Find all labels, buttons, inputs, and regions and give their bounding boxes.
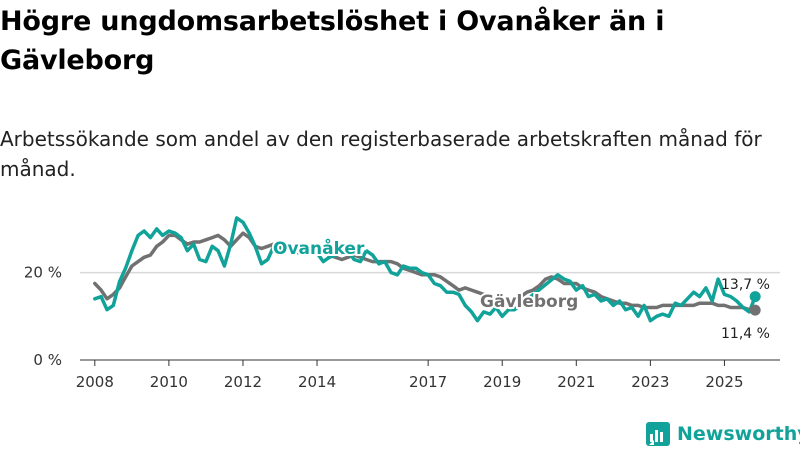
endpoint-gavleborg [749,304,761,316]
y-axis-labels: 0 % 20 % [24,264,62,369]
series-label-ovanaker: Ovanåker [273,237,365,259]
y-tick-label-0: 0 % [33,351,62,369]
x-tick-label-2025: 2025 [705,373,743,391]
x-tick-label-2021: 2021 [557,373,595,391]
y-tick-label-20: 20 % [24,264,62,282]
newsworthy-logo-icon [646,422,670,446]
chart-title: Högre ungdomsarbetslöshet i Ovanåker än … [0,6,665,76]
x-tick-label-2023: 2023 [631,373,669,391]
x-tick-label-2017: 2017 [409,373,447,391]
x-axis [80,359,780,366]
x-tick-label-2014: 2014 [298,373,336,391]
series-lines [93,216,757,323]
x-axis-labels: 2008 2010 2012 2014 2017 2019 2021 2023 2025 [76,373,744,391]
series-endpoints [749,291,761,316]
x-tick-label-2012: 2012 [224,373,262,391]
series-line-ovanaker [93,216,757,323]
newsworthy-brand: Newsworthy [645,420,800,448]
chart-subtitle: Arbetssökande som andel av den registerb… [0,127,762,181]
series-label-gavleborg: Gävleborg [480,292,578,312]
end-value-label-gavleborg: 11,4 % [721,326,770,342]
x-tick-label-2008: 2008 [76,373,114,391]
end-value-label-ovanaker: 13,7 % [721,277,770,293]
x-tick-label-2019: 2019 [483,373,521,391]
endpoint-ovanaker [749,291,761,303]
series-labels: Gävleborg Ovanåker 13,7 % 11,4 % [271,235,770,342]
brand-name: Newsworthy [677,423,800,445]
x-tick-label-2010: 2010 [150,373,188,391]
